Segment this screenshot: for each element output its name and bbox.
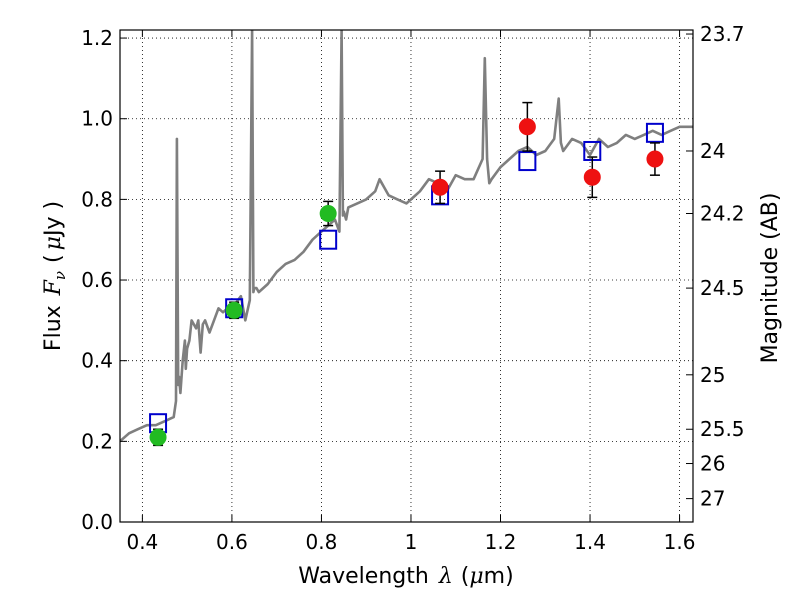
red-data-point bbox=[583, 168, 601, 186]
x-tick-label: 0.4 bbox=[126, 530, 158, 554]
model-photometry-point bbox=[518, 151, 537, 172]
green-data-point bbox=[225, 301, 243, 319]
red-data-point bbox=[646, 150, 664, 168]
right-axis-label: Magnitude (AB) bbox=[758, 193, 783, 364]
y-tick-label: 0.4 bbox=[81, 349, 113, 373]
right-axis-tick-label: 27 bbox=[700, 487, 725, 511]
red-data-point bbox=[518, 118, 536, 136]
y-tick-label: 0.6 bbox=[81, 268, 113, 292]
right-axis-tick-label: 25 bbox=[700, 363, 725, 387]
plot-content bbox=[120, 30, 693, 447]
ticks bbox=[120, 30, 693, 523]
x-tick-label: 0.8 bbox=[306, 530, 338, 554]
green-data-point bbox=[319, 204, 337, 222]
x-axis-label: Wavelength λ (μm) bbox=[298, 564, 513, 589]
y-tick-label: 0.2 bbox=[81, 429, 113, 453]
x-tick-label: 1.4 bbox=[574, 530, 606, 554]
right-axis-tick-label: 24 bbox=[700, 139, 725, 163]
right-axis-tick-label: 24.2 bbox=[700, 201, 745, 225]
right-axis-tick-label: 25.5 bbox=[700, 417, 745, 441]
axes-frame bbox=[119, 29, 694, 523]
x-tick-label: 1.2 bbox=[485, 530, 517, 554]
model-photometry-point bbox=[319, 229, 338, 250]
y-tick-label: 1.2 bbox=[81, 26, 113, 50]
x-tick-label: 1.6 bbox=[664, 530, 696, 554]
red-data-point bbox=[431, 178, 449, 196]
model-photometry-point bbox=[645, 122, 664, 143]
x-tick-label: 1 bbox=[405, 530, 418, 554]
plot-area bbox=[120, 30, 693, 447]
x-tick-label: 0.6 bbox=[216, 530, 248, 554]
y-tick-label: 0.0 bbox=[81, 510, 113, 534]
y-tick-label: 0.8 bbox=[81, 187, 113, 211]
green-data-point bbox=[149, 428, 167, 446]
right-axis-tick-label: 23.7 bbox=[700, 22, 745, 46]
model-spectrum-line bbox=[120, 30, 693, 443]
y-tick-label: 1.0 bbox=[81, 107, 113, 131]
right-axis-tick-label: 26 bbox=[700, 452, 725, 476]
right-axis-tick-label: 24.5 bbox=[700, 276, 745, 300]
grid bbox=[120, 30, 693, 523]
y-axis-label: FluxFν(μJy ) bbox=[41, 201, 69, 351]
tick-labels: 0.4 0.6 0.8 1 1.2 1.4 1.6 0.0 0.2 0.4 0.6 0.8 1.0 1.2… bbox=[81, 22, 744, 554]
